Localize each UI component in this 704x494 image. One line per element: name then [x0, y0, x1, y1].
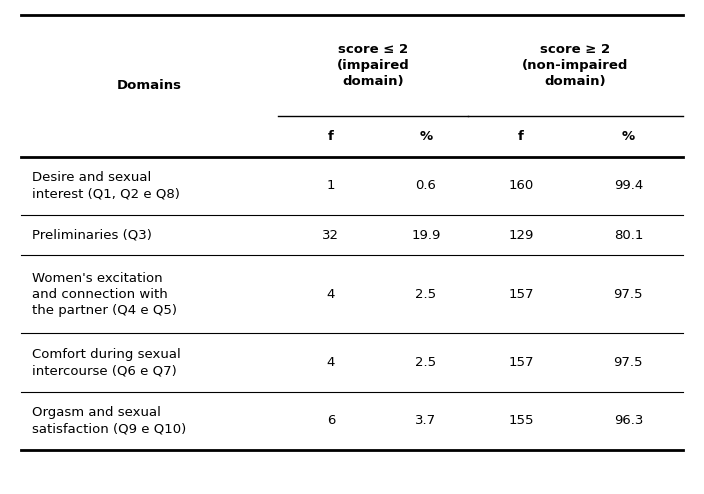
Text: 157: 157	[508, 288, 534, 301]
Text: %: %	[420, 130, 432, 143]
Text: 2.5: 2.5	[415, 356, 436, 369]
Text: 99.4: 99.4	[614, 179, 643, 192]
Text: 4: 4	[327, 288, 335, 301]
Text: 80.1: 80.1	[614, 229, 643, 242]
Text: Women's excitation
and connection with
the partner (Q4 e Q5): Women's excitation and connection with t…	[32, 272, 177, 317]
Text: 0.6: 0.6	[415, 179, 436, 192]
Text: Desire and sexual
interest (Q1, Q2 e Q8): Desire and sexual interest (Q1, Q2 e Q8)	[32, 171, 180, 200]
Text: Preliminaries (Q3): Preliminaries (Q3)	[32, 229, 151, 242]
Text: 2.5: 2.5	[415, 288, 436, 301]
Text: 3.7: 3.7	[415, 414, 436, 427]
Text: Comfort during sexual
intercourse (Q6 e Q7): Comfort during sexual intercourse (Q6 e …	[32, 348, 180, 377]
Text: %: %	[622, 130, 635, 143]
Text: 129: 129	[508, 229, 534, 242]
Text: 96.3: 96.3	[614, 414, 643, 427]
Text: 1: 1	[327, 179, 335, 192]
Text: 4: 4	[327, 356, 335, 369]
Text: score ≤ 2
(impaired
domain): score ≤ 2 (impaired domain)	[337, 43, 410, 88]
Text: 6: 6	[327, 414, 335, 427]
Text: 97.5: 97.5	[614, 288, 643, 301]
Text: 32: 32	[322, 229, 339, 242]
Text: f: f	[518, 130, 524, 143]
Text: 160: 160	[508, 179, 534, 192]
Text: 19.9: 19.9	[411, 229, 441, 242]
Text: score ≥ 2
(non-impaired
domain): score ≥ 2 (non-impaired domain)	[522, 43, 629, 88]
Text: Domains: Domains	[117, 79, 182, 92]
Text: 155: 155	[508, 414, 534, 427]
Text: 97.5: 97.5	[614, 356, 643, 369]
Text: f: f	[328, 130, 334, 143]
Text: 157: 157	[508, 356, 534, 369]
Text: Orgasm and sexual
satisfaction (Q9 e Q10): Orgasm and sexual satisfaction (Q9 e Q10…	[32, 407, 186, 435]
